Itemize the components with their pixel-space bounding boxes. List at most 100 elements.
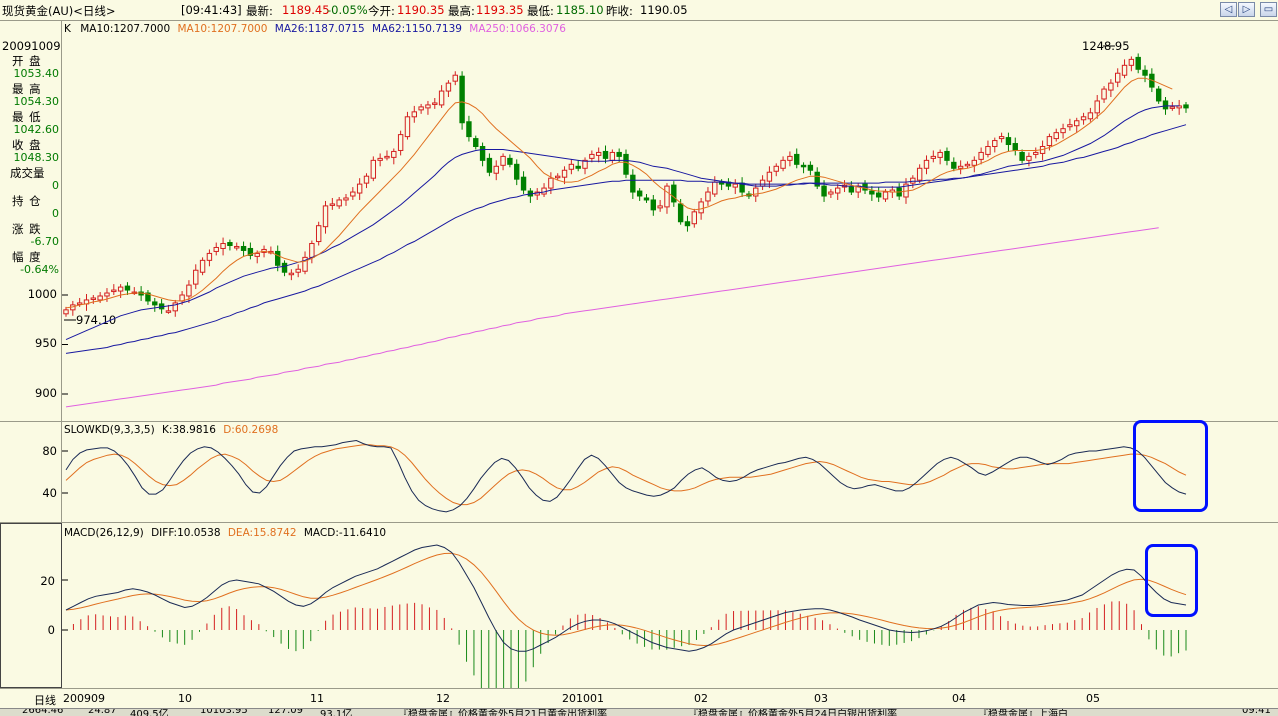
candle-body: [1115, 72, 1121, 83]
candle-body: [923, 159, 930, 169]
info-change-label: 涨 跌: [12, 222, 42, 236]
info-open-value: 1053.40: [13, 67, 60, 80]
status-item: 24.87: [88, 708, 117, 716]
macd-chart[interactable]: [62, 523, 1278, 688]
candle-body: [370, 159, 377, 179]
candle-body: [275, 250, 281, 266]
status-clock: 09:41: [1242, 708, 1271, 716]
info-position-value: 0: [52, 207, 59, 220]
macd-tick-0: 0: [47, 623, 55, 637]
candle-body: [671, 184, 677, 203]
kd-legend: SLOWKD(9,3,3,5) K:38.9816 D:60.2698: [64, 424, 278, 436]
x-tick: 10: [178, 692, 192, 705]
candle-body: [500, 155, 506, 166]
status-item: 2664.46: [22, 708, 64, 716]
candle-body: [117, 286, 124, 292]
candle-body: [589, 153, 595, 159]
ma62-line: [65, 124, 1187, 354]
window-title: 现货黄金(AU)<日线>: [2, 4, 116, 18]
candle-body: [1108, 82, 1114, 91]
candle-body: [595, 151, 602, 156]
candle-body: [1128, 58, 1135, 66]
candle-body: [930, 155, 937, 159]
candle-body: [234, 245, 240, 249]
kd-highlight-box: [1133, 420, 1208, 512]
info-change-value: -6.70: [30, 235, 59, 248]
legend-ma62: MA62:1150.7139: [372, 23, 462, 35]
ma26-line: [65, 105, 1180, 341]
low-price: 1185.10: [556, 3, 604, 17]
kd-d-line: [65, 444, 1187, 506]
candle-body: [732, 183, 738, 188]
candle-body: [227, 242, 233, 246]
kd-name: SLOWKD(9,3,3,5): [64, 424, 155, 436]
macd-dea-line: [65, 552, 1187, 647]
pane-divider: [0, 522, 1278, 523]
candle-body: [766, 171, 773, 182]
candle-body: [705, 191, 711, 202]
info-volume-label: 成交量: [10, 166, 45, 180]
restore-button[interactable]: ▭: [1260, 2, 1277, 17]
status-ticker[interactable]: 『稳盘金属』价格黄金外5月21日黄金出货利率: [398, 709, 608, 716]
x-tick: 02: [694, 692, 708, 705]
candle-body: [650, 199, 657, 211]
status-item: 10103.95: [200, 708, 248, 716]
status-item: 409.5亿: [130, 709, 169, 716]
candle-body: [916, 167, 923, 181]
status-item: 127.09: [268, 708, 303, 716]
candle-body: [199, 259, 206, 273]
price-chart[interactable]: [62, 36, 1278, 421]
candle-body: [869, 190, 875, 195]
candle-body: [309, 243, 315, 258]
macd-name: MACD(26,12,9): [64, 527, 144, 539]
candle-body: [1033, 151, 1039, 155]
candle-body: [281, 262, 288, 273]
prev-label: 昨收:: [606, 4, 633, 18]
back-button[interactable]: ◁: [1220, 2, 1237, 17]
candle-body: [391, 150, 397, 158]
candle-body: [609, 151, 616, 161]
macd-macd-value: MACD:-11.6410: [303, 527, 387, 539]
candle-body: [145, 292, 151, 302]
open-price: 1190.35: [397, 3, 445, 17]
candle-body: [350, 191, 356, 197]
candle-body: [964, 163, 971, 167]
candle-body: [404, 116, 411, 138]
candle-body: [411, 111, 417, 118]
info-high-value: 1054.30: [13, 95, 60, 108]
status-ticker[interactable]: 『稳盘金属』价格黄金外5月24日白银出货利率: [688, 709, 898, 716]
info-volume-value: 0: [52, 179, 59, 192]
candle-body: [288, 272, 295, 276]
info-close-value: 1048.30: [13, 151, 60, 164]
kd-tick-80: 80: [42, 444, 57, 458]
latest-label: 最新:: [246, 4, 273, 18]
candle-body: [486, 157, 493, 173]
candle-body: [315, 225, 322, 243]
info-high-label: 最 高: [12, 82, 42, 96]
candle-body: [821, 185, 827, 197]
status-ticker[interactable]: 『稳盘金属』上海白: [978, 709, 1068, 716]
candle-body: [514, 163, 520, 180]
candle-body: [971, 159, 977, 166]
candle-body: [957, 165, 964, 169]
candle-body: [124, 285, 131, 291]
forward-button[interactable]: ▷: [1238, 2, 1255, 17]
candle-body: [247, 247, 254, 256]
candle-body: [1142, 69, 1148, 76]
candle-body: [753, 187, 759, 197]
candle-body: [712, 181, 718, 195]
candle-body: [773, 165, 779, 172]
info-pct-label: 幅 度: [12, 250, 42, 264]
candle-body: [548, 177, 554, 189]
candle-body: [998, 136, 1005, 140]
candle-body: [1169, 106, 1176, 109]
candle-body: [992, 140, 998, 147]
candle-body: [1046, 136, 1053, 147]
info-close-label: 收 盘: [12, 138, 42, 152]
candle-body: [1026, 155, 1032, 161]
open-label: 今开:: [368, 4, 395, 18]
macd-tick-20: 20: [40, 574, 55, 588]
x-tick: 03: [814, 692, 828, 705]
pane-divider: [0, 421, 1278, 422]
kd-chart[interactable]: [62, 422, 1278, 522]
